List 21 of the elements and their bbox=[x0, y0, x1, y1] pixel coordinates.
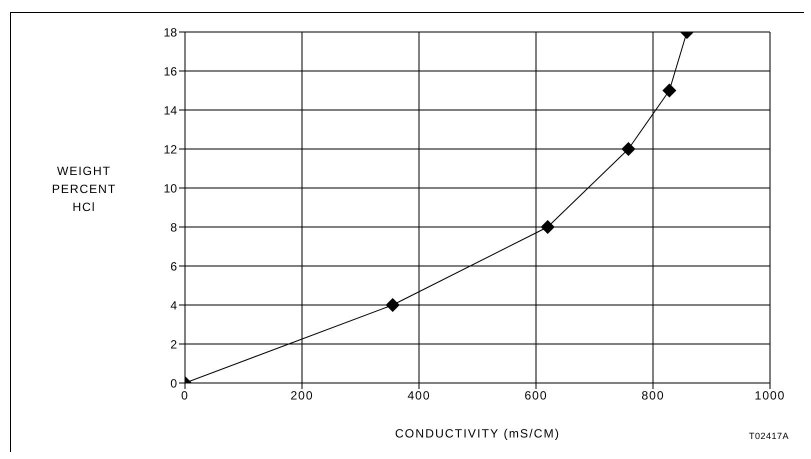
y-axis-title: WEIGHT PERCENT HCl bbox=[50, 163, 118, 216]
y-tick-label: 2 bbox=[170, 337, 178, 352]
x-tick-label: 400 bbox=[407, 388, 431, 403]
x-tick-label: 800 bbox=[641, 388, 665, 403]
x-tick-label: 0 bbox=[181, 388, 189, 403]
y-tick-label: 8 bbox=[170, 220, 178, 234]
y-tick-label: 14 bbox=[164, 103, 178, 118]
y-tick-label: 10 bbox=[164, 181, 178, 196]
y-tick-label: 0 bbox=[170, 376, 178, 390]
y-tick-label: 12 bbox=[164, 142, 178, 156]
point bbox=[621, 142, 636, 156]
y-tick-label: 18 bbox=[164, 25, 178, 40]
y-tick-label: 6 bbox=[170, 259, 178, 274]
y-tick-label: 4 bbox=[170, 298, 178, 312]
y-tick-label: 16 bbox=[164, 64, 178, 78]
x-tick-label: 600 bbox=[524, 388, 548, 403]
x-tick-label: 1000 bbox=[754, 388, 786, 403]
point bbox=[540, 220, 555, 234]
text: T02417A bbox=[748, 431, 789, 441]
x-axis-title: CONDUCTIVITY (mS/CM) bbox=[394, 426, 560, 441]
x-tick-label: 200 bbox=[290, 388, 314, 403]
